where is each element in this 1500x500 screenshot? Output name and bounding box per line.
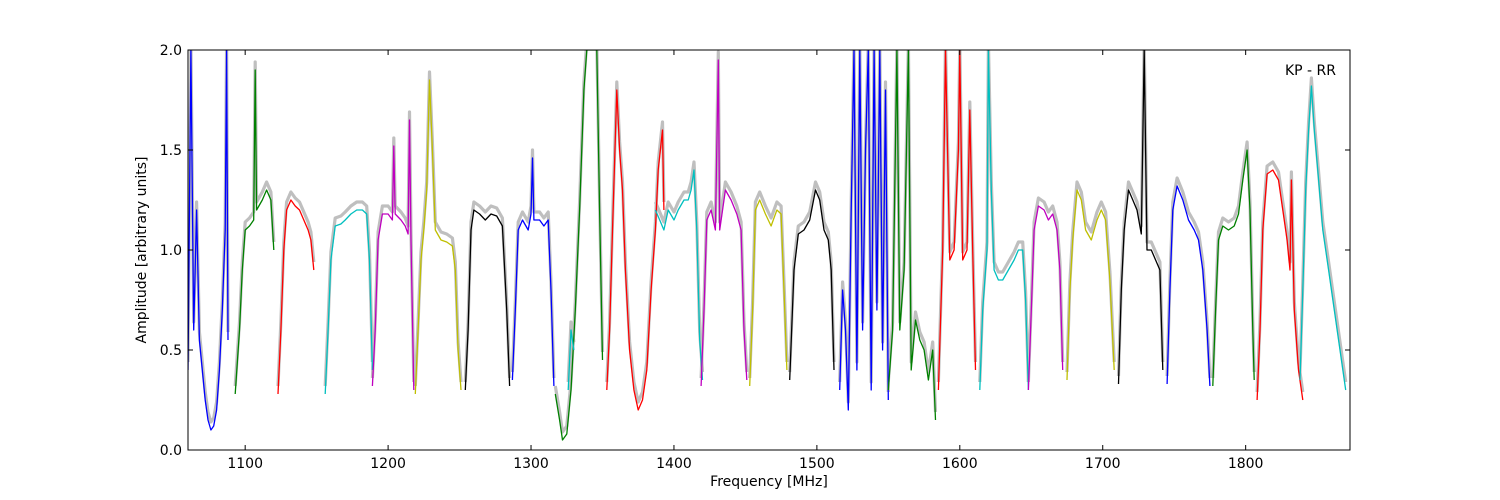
series-line-16 <box>839 50 889 411</box>
plot-area <box>188 50 1350 450</box>
series-line-10 <box>567 329 575 391</box>
y-tick-label-1.5: 1.5 <box>160 143 182 159</box>
y-tick-label-0.0: 0.0 <box>160 443 182 459</box>
series-line-26 <box>1299 85 1347 391</box>
series-line-25 <box>1256 169 1304 401</box>
series-line-5 <box>371 119 415 391</box>
raw-series-line-15 <box>788 180 836 373</box>
x-tick-label-1800: 1800 <box>1228 456 1264 472</box>
series-line-24 <box>1212 149 1255 387</box>
series-layer <box>188 50 1347 441</box>
series-line-21 <box>1066 189 1115 381</box>
x-tick-label-1600: 1600 <box>942 456 978 472</box>
series-line-11 <box>606 89 665 411</box>
y-axis-label: Amplitude [arbitrary units] <box>134 157 150 344</box>
series-line-13 <box>700 59 748 387</box>
raw-series-line-8 <box>510 148 556 379</box>
y-tick-label-0.5: 0.5 <box>160 343 182 359</box>
series-line-2 <box>234 69 275 395</box>
series-line-8 <box>511 157 555 387</box>
series-line-18 <box>937 50 977 391</box>
x-tick-label-1200: 1200 <box>370 456 406 472</box>
series-line-9 <box>554 50 604 441</box>
series-line-12 <box>654 169 704 381</box>
ticks-layer: 1100 1200 1300 1400 1500 1600 1700 1800 0.0 0.5 1.… <box>160 43 1350 472</box>
series-line-4 <box>324 209 374 395</box>
series-line-7 <box>464 209 511 391</box>
x-tick-label-1700: 1700 <box>1085 456 1121 472</box>
series-line-1 <box>188 50 229 431</box>
x-tick-label-1400: 1400 <box>656 456 692 472</box>
series-line-17 <box>887 50 937 421</box>
x-tick-label-1500: 1500 <box>799 456 835 472</box>
y-tick-label-2.0: 2.0 <box>160 43 182 59</box>
series-line-3 <box>277 199 315 395</box>
x-tick-label-1300: 1300 <box>513 456 549 472</box>
x-tick-label-1100: 1100 <box>227 456 263 472</box>
annotation-label: KP - RR <box>1285 63 1336 79</box>
series-line-20 <box>1027 205 1064 391</box>
series-line-6 <box>414 79 462 395</box>
series-line-22 <box>1117 50 1164 385</box>
series-line-19 <box>979 50 1030 391</box>
x-axis-label: Frequency [MHz] <box>710 474 828 490</box>
series-line-14 <box>749 199 788 387</box>
series-line-15 <box>789 189 835 381</box>
series-line-23 <box>1166 185 1211 387</box>
y-tick-label-1.0: 1.0 <box>160 243 182 259</box>
